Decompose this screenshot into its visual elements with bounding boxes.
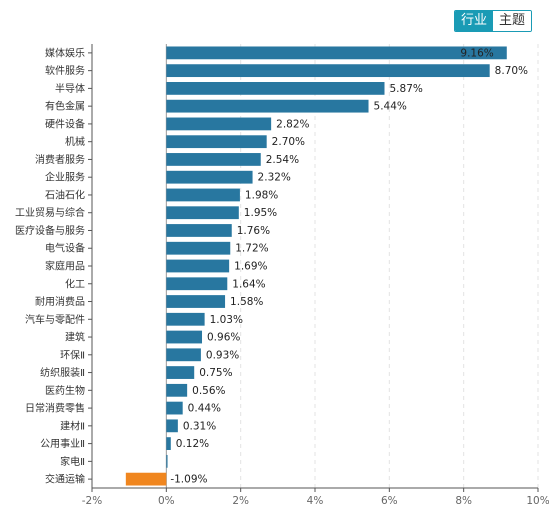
value-label: 0.56% xyxy=(192,385,225,397)
value-label: 5.44% xyxy=(374,101,407,113)
category-label: 汽车与零配件 xyxy=(25,313,85,326)
category-label: 日常消费零售 xyxy=(25,402,85,415)
category-label: 环保Ⅱ xyxy=(60,348,85,361)
bar xyxy=(166,259,230,273)
bar xyxy=(166,312,205,326)
value-label: 1.58% xyxy=(230,296,263,308)
category-label: 医药生物 xyxy=(45,384,85,397)
bar xyxy=(166,135,267,149)
bar xyxy=(166,241,231,255)
category-label: 软件服务 xyxy=(45,64,85,77)
category-label: 企业服务 xyxy=(45,171,85,184)
category-label: 家电Ⅱ xyxy=(60,455,85,468)
value-label: 1.95% xyxy=(244,207,277,219)
bar xyxy=(166,277,228,291)
value-label: 1.64% xyxy=(232,278,265,290)
value-label: -1.09% xyxy=(170,474,207,486)
value-label: 9.16% xyxy=(460,47,493,59)
category-label: 媒体娱乐 xyxy=(45,46,85,59)
bar xyxy=(166,188,240,202)
bar xyxy=(166,46,507,60)
bar xyxy=(166,82,385,95)
category-label: 半导体 xyxy=(55,82,85,95)
value-label: 5.87% xyxy=(390,83,423,95)
bar xyxy=(166,437,171,450)
x-tick-label: -2% xyxy=(82,495,102,507)
value-label: 1.69% xyxy=(234,261,267,273)
x-tick-label: 4% xyxy=(307,495,324,507)
bar xyxy=(166,401,183,415)
category-label: 医疗设备与服务 xyxy=(15,224,85,237)
category-label: 硬件设备 xyxy=(45,117,85,130)
bar xyxy=(166,330,203,344)
category-label: 电气设备 xyxy=(45,242,85,255)
category-label: 消费者服务 xyxy=(35,153,85,166)
value-label: 2.32% xyxy=(258,172,291,184)
bar xyxy=(166,366,195,379)
value-label: 0.44% xyxy=(188,403,221,415)
value-label: 1.98% xyxy=(245,189,278,201)
bar xyxy=(166,99,369,113)
category-label: 化工 xyxy=(65,277,85,290)
category-label: 家庭用品 xyxy=(45,260,85,273)
theme-toggle-button[interactable]: 主题 xyxy=(493,11,532,31)
value-label: 0.96% xyxy=(207,332,240,344)
view-toggle: 行业 主题 xyxy=(454,10,533,32)
x-tick-label: 8% xyxy=(455,495,472,507)
bar xyxy=(166,348,201,362)
bar xyxy=(166,64,490,78)
bar xyxy=(166,206,239,220)
industry-toggle-button[interactable]: 行业 xyxy=(455,11,494,31)
value-label: 0.31% xyxy=(183,420,216,432)
category-label: 耐用消费品 xyxy=(35,295,85,308)
value-label: 8.70% xyxy=(495,65,528,77)
category-label: 交通运输 xyxy=(45,473,85,486)
bar xyxy=(166,295,226,308)
bar xyxy=(166,419,178,433)
bar xyxy=(166,117,272,131)
x-tick-label: 2% xyxy=(232,495,249,507)
value-label: 2.70% xyxy=(272,136,305,148)
bar xyxy=(166,383,188,397)
bar xyxy=(166,454,168,468)
category-label: 建材Ⅱ xyxy=(60,419,85,432)
value-label: 2.54% xyxy=(266,154,299,166)
value-label: 2.82% xyxy=(276,118,309,130)
category-label: 机械 xyxy=(65,135,85,148)
value-label: 1.76% xyxy=(237,225,270,237)
bar xyxy=(125,472,167,486)
category-label: 工业贸易与综合 xyxy=(15,206,85,219)
value-label: 1.03% xyxy=(210,314,243,326)
bar xyxy=(166,153,261,166)
x-tick-label: 10% xyxy=(526,495,549,507)
category-label: 纺织服装Ⅱ xyxy=(40,366,85,379)
category-label: 建筑 xyxy=(65,331,85,344)
value-label: 0.75% xyxy=(199,367,232,379)
category-label: 公用事业Ⅱ xyxy=(40,437,85,450)
x-tick-label: 0% xyxy=(158,495,175,507)
x-tick-label: 6% xyxy=(381,495,398,507)
value-label: 1.72% xyxy=(235,243,268,255)
bar xyxy=(166,170,253,184)
category-label: 有色金属 xyxy=(45,100,85,113)
value-label: 0.93% xyxy=(206,349,239,361)
bar xyxy=(166,224,232,237)
category-label: 石油石化 xyxy=(45,188,85,201)
value-label: 0.12% xyxy=(176,438,209,450)
